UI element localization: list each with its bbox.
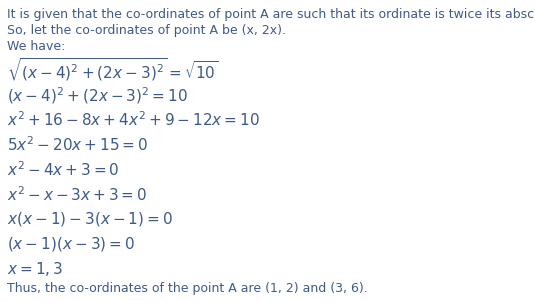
Text: So, let the co-ordinates of point A be (x, 2x).: So, let the co-ordinates of point A be (… xyxy=(7,24,286,37)
Text: $\sqrt{(x-4)^2+(2x-3)^2} = \sqrt{10}$: $\sqrt{(x-4)^2+(2x-3)^2} = \sqrt{10}$ xyxy=(7,57,219,84)
Text: $5x^2-20x+15 = 0$: $5x^2-20x+15 = 0$ xyxy=(7,135,148,154)
Text: $x^2+16-8x+4x^2+9-12x = 10$: $x^2+16-8x+4x^2+9-12x = 10$ xyxy=(7,110,260,129)
Text: $(x-1)(x-3) = 0$: $(x-1)(x-3) = 0$ xyxy=(7,235,135,253)
Text: $x = 1,3$: $x = 1,3$ xyxy=(7,260,63,278)
Text: $x^2-x-3x+3 = 0$: $x^2-x-3x+3 = 0$ xyxy=(7,185,147,204)
Text: We have:: We have: xyxy=(7,40,65,53)
Text: $x^2-4x+3 = 0$: $x^2-4x+3 = 0$ xyxy=(7,160,120,179)
Text: Thus, the co-ordinates of the point A are (1, 2) and (3, 6).: Thus, the co-ordinates of the point A ar… xyxy=(7,282,368,295)
Text: It is given that the co-ordinates of point A are such that its ordinate is twice: It is given that the co-ordinates of poi… xyxy=(7,8,535,21)
Text: $x(x-1)-3(x-1) = 0$: $x(x-1)-3(x-1) = 0$ xyxy=(7,210,173,228)
Text: $(x-4)^2+(2x-3)^2 = 10$: $(x-4)^2+(2x-3)^2 = 10$ xyxy=(7,85,188,106)
